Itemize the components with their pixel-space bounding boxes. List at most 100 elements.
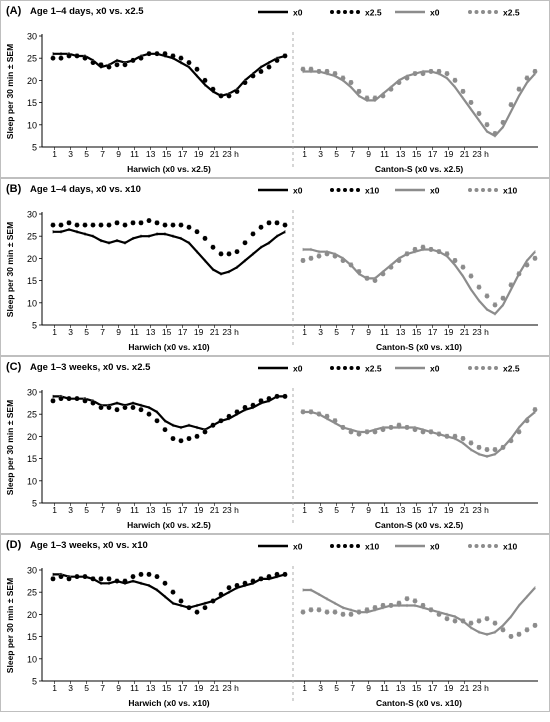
series-right-1 [300,596,538,639]
data-point [162,222,168,228]
legend-swatch-dot [494,10,498,14]
data-point [146,218,152,224]
x-tick-label: 13 [396,149,406,159]
data-point [210,598,216,604]
legend-swatch-dot [474,10,479,14]
data-point [106,222,112,228]
data-point [226,414,232,419]
y-tick-label: 15 [27,632,37,642]
data-point [380,427,386,433]
data-point [50,55,56,61]
data-point [324,69,330,74]
data-point [492,620,498,626]
data-point [500,445,506,450]
data-point [532,256,538,261]
data-point [476,445,482,450]
data-point [234,89,240,94]
legend-swatch-dot [487,366,492,370]
x-tick-label: 15 [412,505,422,515]
data-point [114,220,120,226]
data-point [170,53,176,59]
y-tick-label: 5 [32,321,37,331]
data-point [210,422,216,428]
legend-swatch-dot [336,188,341,192]
data-point [74,53,80,59]
x-tick-label: 23 h [472,149,489,159]
data-point [308,607,314,613]
x-tick-label: 21 [460,149,470,159]
x-tick-label: 5 [334,327,339,337]
series-right-0 [302,69,536,138]
data-point [202,605,208,611]
y-tick-label: 20 [27,76,37,86]
x-tick-label: 19 [444,327,454,337]
y-tick-label: 30 [27,388,37,398]
x-tick-label: 13 [146,149,156,159]
data-point [130,405,136,410]
data-point [396,600,402,606]
y-tick-label: 25 [27,588,37,598]
x-tick-label: 13 [146,327,156,337]
data-point [436,431,442,437]
y-tick-label: 5 [32,499,37,509]
data-point [74,574,80,580]
series-right-0 [302,247,536,316]
x-tick-label: 19 [194,683,204,693]
data-point [516,429,522,435]
data-point [524,418,530,424]
data-point [380,271,386,277]
legend-swatch-dot [330,188,334,192]
legend: x0 x10 x0 x10 [258,186,517,196]
y-tick-label: 25 [27,410,37,420]
x-tick-label: 11 [130,683,139,693]
x-axis-label-right: Canton-S (x0 vs. x2.5) [375,164,464,174]
legend-swatch-dot [468,544,472,548]
data-point [178,438,184,444]
data-point [90,60,96,66]
data-point [122,578,128,584]
series-line [303,587,536,636]
legend-label: x2.5 [365,8,382,18]
x-axis-label-left: Harwich (x0 vs. x10) [128,698,209,708]
data-point [266,220,272,226]
data-point [332,253,338,259]
data-point [460,436,466,442]
data-point [412,598,418,604]
x-tick-label: 21 [210,327,220,337]
x-tick-label: 15 [162,683,172,693]
legend-swatch-dot [468,188,472,192]
x-tick-label: 7 [350,327,355,337]
x-tick-label: 21 [460,327,470,337]
data-point [308,66,314,72]
data-point [364,95,370,101]
x-tick-label: 11 [130,149,139,159]
x-tick-label: 9 [366,149,371,159]
data-point [130,574,136,580]
x-tick-label: 19 [444,683,454,693]
x-tick-label: 3 [68,327,73,337]
data-point [364,607,370,613]
data-point [114,407,120,413]
data-point [364,275,370,281]
series-left-0 [52,52,286,98]
x-tick-label: 11 [380,505,389,515]
data-point [452,78,458,83]
legend-swatch-dot [343,544,347,548]
legend-swatch-dot [481,366,485,370]
data-point [388,425,394,430]
legend-swatch-dot [474,544,479,548]
y-tick-label: 10 [27,476,37,486]
legend-swatch-dot [356,366,360,370]
x-tick-label: 11 [130,327,139,337]
data-point [508,438,514,444]
data-point [516,271,522,277]
legend-swatch-dot [356,188,360,192]
data-point [412,247,418,252]
x-tick-label: 15 [162,149,172,159]
legend-swatch-dot [494,366,498,370]
data-point [130,220,136,226]
x-tick-label: 7 [100,505,105,515]
data-point [524,627,530,633]
legend-swatch-dot [330,10,334,14]
